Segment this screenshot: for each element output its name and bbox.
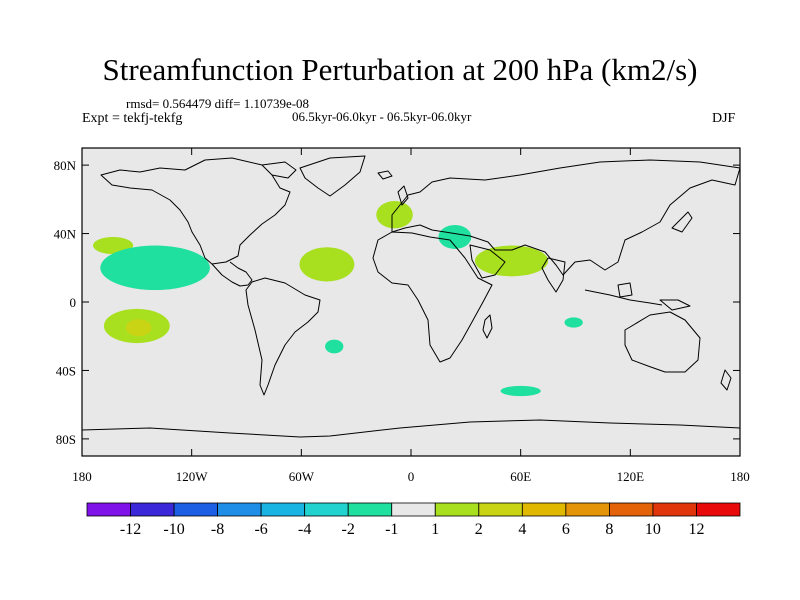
y-tick-label: 40S xyxy=(56,363,76,378)
coastline-indonesia xyxy=(584,289,663,306)
colorbar-bin xyxy=(565,502,610,517)
coastline-new-guinea xyxy=(659,299,691,311)
coastline-antarctica xyxy=(82,419,740,438)
y-tick-label: 0 xyxy=(70,295,77,310)
colorbar-bin xyxy=(478,502,523,517)
x-tick-label: 120E xyxy=(617,469,645,484)
colorbar-label: -1 xyxy=(385,521,398,538)
coastline-baffin xyxy=(261,161,297,179)
coastline-greenland xyxy=(299,155,366,197)
colorbar-bin xyxy=(434,502,480,517)
axis-layer: 180 120W 60W 0 60E 120E 180 80N 40N 0 40S 80S xyxy=(54,148,750,484)
colorbar-bin xyxy=(696,502,741,517)
colorbar-bin xyxy=(217,502,262,517)
anomaly-south-atlantic xyxy=(325,339,344,354)
x-tick-label: 180 xyxy=(72,469,92,484)
coastline-japan xyxy=(671,211,693,233)
x-tick-label: 60W xyxy=(289,469,315,484)
colorbar-label: 8 xyxy=(605,521,613,538)
colorbar-bin xyxy=(652,502,697,517)
coastline-australia xyxy=(624,311,701,373)
colorbar-label: -12 xyxy=(120,521,141,538)
y-tick-label: 40N xyxy=(54,227,77,242)
colorbar-bin xyxy=(304,502,349,517)
colorbar-label: -4 xyxy=(298,521,311,538)
colorbar-label: 6 xyxy=(562,521,570,538)
season-label: DJF xyxy=(712,111,736,126)
anomaly-e-pacific-band xyxy=(100,245,210,291)
y-tick-label: 80S xyxy=(56,432,76,447)
rmsd-diff-stats: rmsd= 0.564479 diff= 1.10739e-08 xyxy=(126,96,310,111)
coastline-africa xyxy=(372,231,493,363)
y-tick-label: 80N xyxy=(54,158,77,173)
coastline-new-zealand xyxy=(720,369,732,391)
colorbar-label: -2 xyxy=(342,521,355,538)
anomaly-n-atlantic-tropical xyxy=(299,247,355,282)
colorbar-bin xyxy=(260,502,306,517)
anomaly-indian-ocean xyxy=(564,317,583,328)
period-label: 06.5kyr-06.0kyr - 06.5kyr-06.0kyr xyxy=(292,109,472,124)
colorbar-label: 2 xyxy=(475,521,483,538)
colorbar-label: 10 xyxy=(645,521,661,538)
coastline-south-america xyxy=(245,277,321,396)
colorbar-label: 4 xyxy=(518,521,526,538)
coastlines xyxy=(82,155,740,438)
coastline-borneo xyxy=(617,282,633,298)
x-tick-label: 60E xyxy=(510,469,531,484)
coastline-india xyxy=(541,257,566,293)
colorbar-bin xyxy=(173,502,218,517)
colorbar-bin xyxy=(86,502,131,517)
x-tick-label: 180 xyxy=(730,469,750,484)
coastline-eurasia xyxy=(391,159,740,276)
colorbar-bin xyxy=(521,502,567,517)
coastline-uk xyxy=(397,185,409,206)
coastline-north-america xyxy=(100,157,291,265)
colorbar-label: -6 xyxy=(254,521,267,538)
anomaly-s-pacific-inner xyxy=(125,319,152,337)
anomaly-north-atlantic xyxy=(376,201,413,229)
anomaly-mediterranean xyxy=(438,225,472,249)
colorbar-label: -10 xyxy=(163,521,184,538)
colorbar: -12 -10 -8 -6 -4 -2 -1 1 2 4 6 8 10 12 xyxy=(86,502,741,538)
colorbar-bin xyxy=(130,502,175,517)
colorbar-label: 12 xyxy=(688,521,704,538)
coastline-iceland xyxy=(377,170,393,180)
colorbar-label: -8 xyxy=(211,521,224,538)
anomaly-southern-indian xyxy=(500,385,541,397)
coastline-arabia xyxy=(469,244,506,279)
colorbar-label: 1 xyxy=(431,521,439,538)
x-tick-label: 0 xyxy=(408,469,415,484)
anomaly-layer xyxy=(92,201,583,397)
coastline-central-america xyxy=(211,261,253,287)
experiment-label: Expt = tekfj-tekfg xyxy=(82,111,183,126)
colorbar-bin xyxy=(391,502,436,517)
colorbar-bin xyxy=(609,502,654,517)
colorbar-bin xyxy=(347,502,393,517)
x-tick-label: 120W xyxy=(176,469,209,484)
chart-title: Streamfunction Perturbation at 200 hPa (… xyxy=(102,52,698,87)
map-background xyxy=(82,148,740,456)
coastline-madagascar xyxy=(482,314,493,339)
